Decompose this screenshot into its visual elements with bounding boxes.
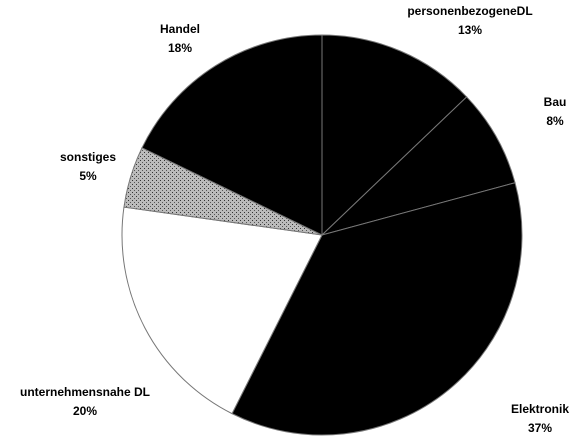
slice-label: unternehmensnahe DL [20,385,150,399]
slice-label: Handel [160,22,200,36]
slice-value-label: 20% [73,404,97,418]
slice-label: Bau [544,95,567,109]
slice-label: personenbezogeneDL [407,4,532,18]
slice-value-label: 8% [546,114,564,128]
slice-value-label: 18% [168,41,192,55]
slice-label: Elektronik [511,402,569,416]
slice-value-label: 5% [79,169,97,183]
pie-slice [231,182,523,436]
pie-slice [321,96,516,236]
slice-value-label: 37% [528,421,552,435]
pie-slice [141,34,323,236]
pie-slice [121,206,323,415]
pie-slice [321,34,468,237]
slice-label: sonstiges [60,150,116,164]
slice-value-label: 13% [458,23,482,37]
